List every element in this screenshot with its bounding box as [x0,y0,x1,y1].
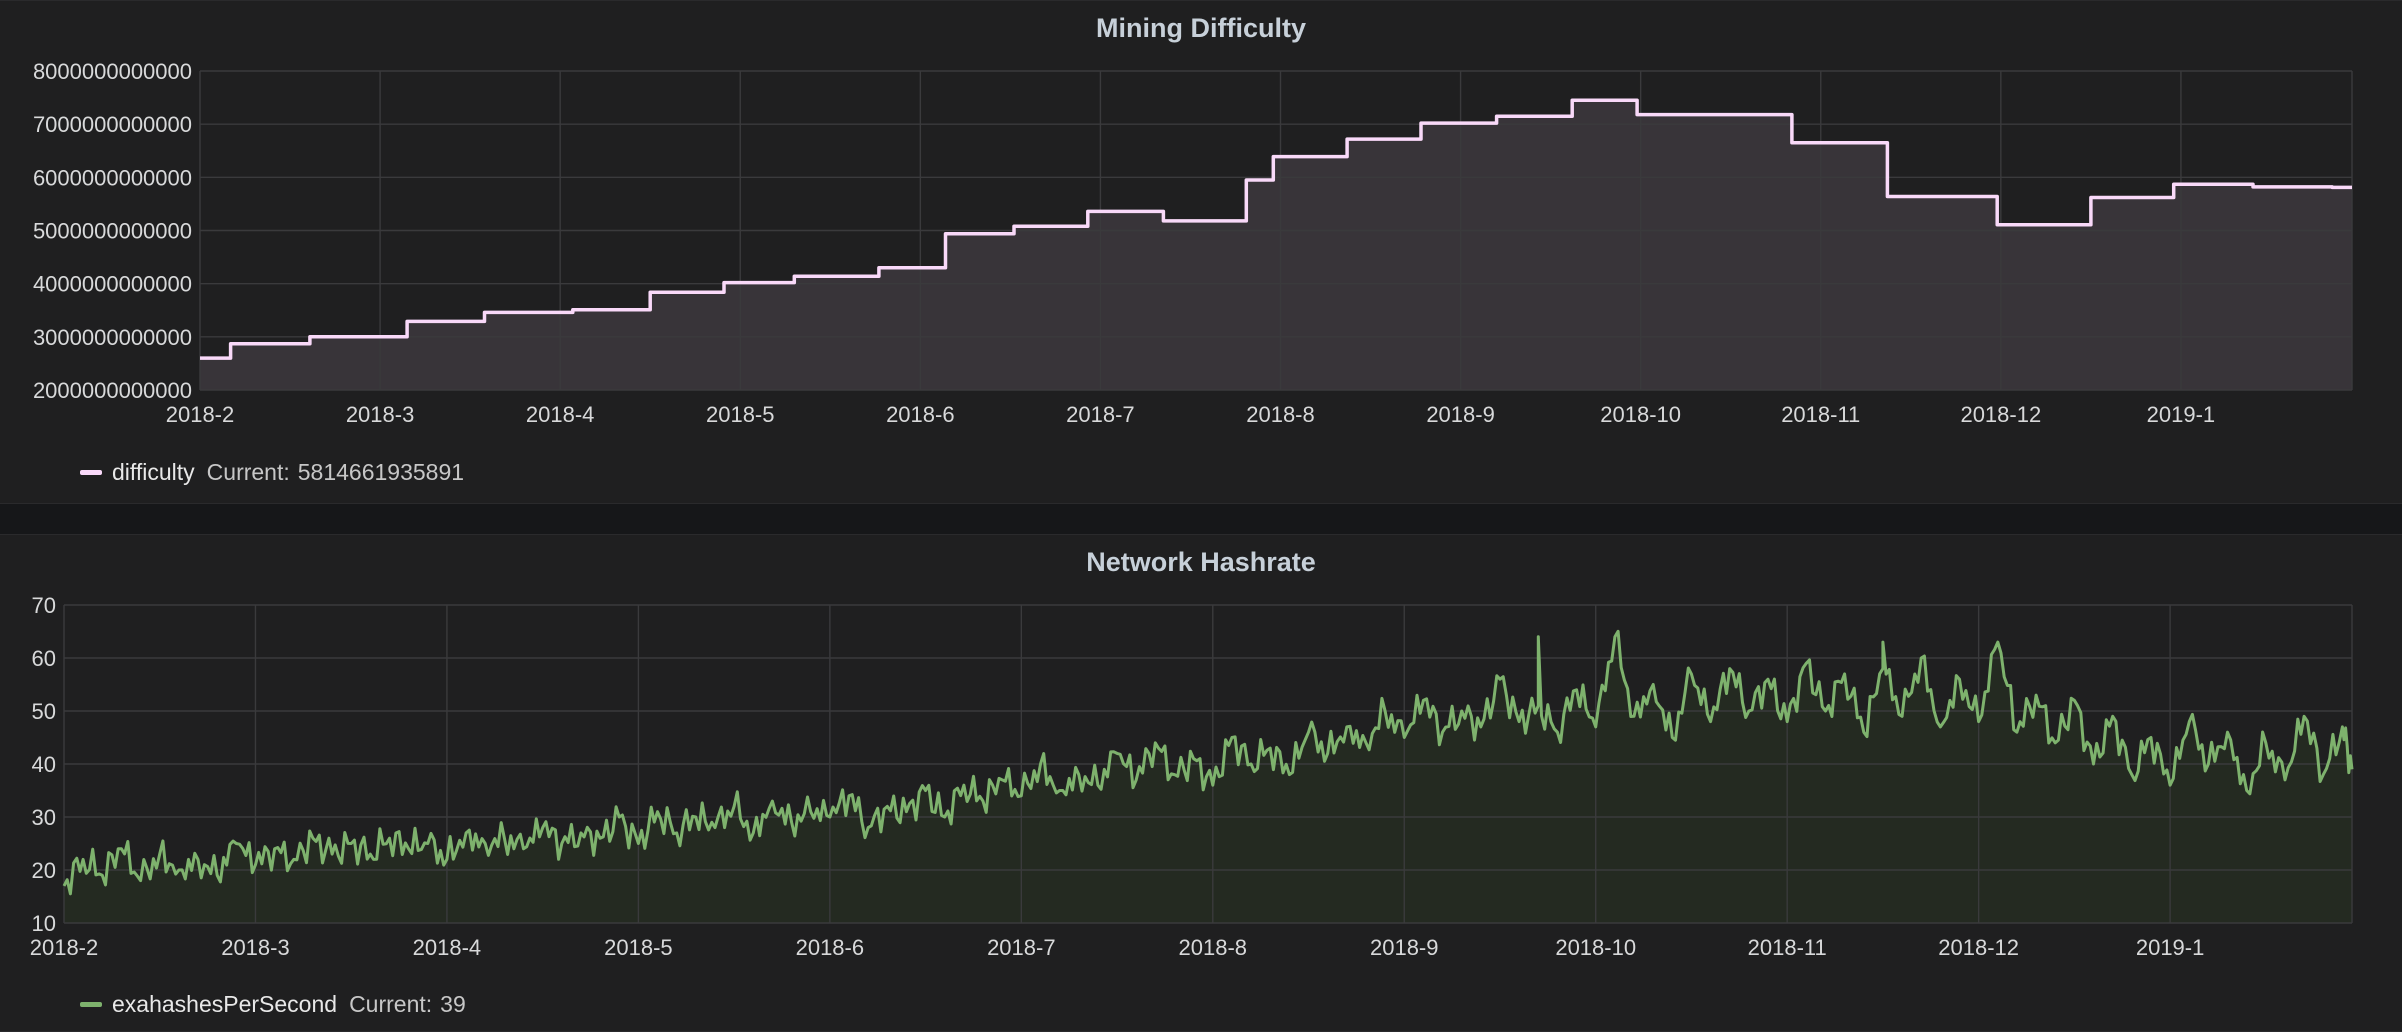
series-area-fill [64,631,2352,923]
x-tick-label: 2019-1 [2136,935,2205,960]
x-tick-label: 2018-10 [1555,935,1636,960]
y-tick-label: 8000000000000 [33,59,192,84]
difficulty-legend[interactable]: difficulty Current: 5814661935891 [80,459,464,486]
x-tick-label: 2018-6 [886,402,955,427]
x-tick-label: 2018-9 [1370,935,1439,960]
series-line-difficulty[interactable] [200,98,2352,360]
x-tick-label: 2018-7 [987,935,1056,960]
y-tick-label: 70 [32,593,56,618]
y-tick-label: 50 [32,699,56,724]
x-tick-label: 2018-11 [1748,935,1827,960]
y-tick-label: 7000000000000 [33,112,192,137]
x-tick-label: 2019-1 [2147,402,2216,427]
y-tick-label: 3000000000000 [33,325,192,350]
x-tick-label: 2018-2 [166,402,235,427]
hashrate-legend-swatch [80,1002,102,1007]
x-tick-label: 2018-12 [1960,402,2041,427]
x-tick-label: 2018-11 [1781,402,1860,427]
x-tick-label: 2018-5 [706,402,775,427]
y-tick-label: 2000000000000 [33,378,192,403]
x-tick-label: 2018-3 [346,402,415,427]
y-tick-label: 20 [32,858,56,883]
y-tick-label: 30 [32,805,56,830]
difficulty-legend-swatch [80,470,102,475]
x-tick-label: 2018-7 [1066,402,1135,427]
y-tick-label: 60 [32,646,56,671]
y-tick-label: 4000000000000 [33,272,192,297]
y-tick-label: 5000000000000 [33,219,192,244]
difficulty-current-value: 5814661935891 [297,459,465,485]
hashrate-panel: Network Hashrate 10 20 30 40 50 60 70 2018-2 201… [0,534,2402,1032]
hashrate-chart: 10 20 30 40 50 60 70 2018-2 2018-3 2018-4 2018-5 20… [30,593,2354,960]
x-tick-label: 2018-3 [221,935,290,960]
x-tick-label: 2018-6 [796,935,865,960]
difficulty-panel: Mining Difficulty 2000000000000 300000000… [0,0,2402,504]
hashrate-current-value: 39 [440,991,466,1017]
hashrate-chart-title: Network Hashrate [1086,547,1316,577]
series-line-exahashesPerSecond[interactable] [62,629,2354,896]
difficulty-current-label: Current: [206,459,290,485]
x-tick-label: 2018-4 [413,935,482,960]
difficulty-chart: 2000000000000 3000000000000 4000000000000 5… [33,59,2353,427]
difficulty-chart-title: Mining Difficulty [1096,13,1306,43]
x-tick-label: 2018-10 [1600,402,1681,427]
x-tick-label: 2018-5 [604,935,673,960]
hashrate-legend-name[interactable]: exahashesPerSecond [112,991,338,1017]
hashrate-current-label: Current: [349,991,433,1017]
x-tick-label: 2018-8 [1246,402,1315,427]
y-tick-label: 10 [32,911,56,936]
x-tick-label: 2018-4 [526,402,595,427]
difficulty-legend-name[interactable]: difficulty [112,459,195,485]
x-tick-label: 2018-12 [1938,935,2019,960]
series-area-fill [200,100,2352,390]
hashrate-legend[interactable]: exahashesPerSecond Current: 39 [80,991,466,1018]
x-tick-label: 2018-9 [1426,402,1495,427]
x-tick-label: 2018-8 [1179,935,1248,960]
y-tick-label: 6000000000000 [33,165,192,190]
y-tick-label: 40 [32,752,56,777]
x-tick-label: 2018-2 [30,935,99,960]
